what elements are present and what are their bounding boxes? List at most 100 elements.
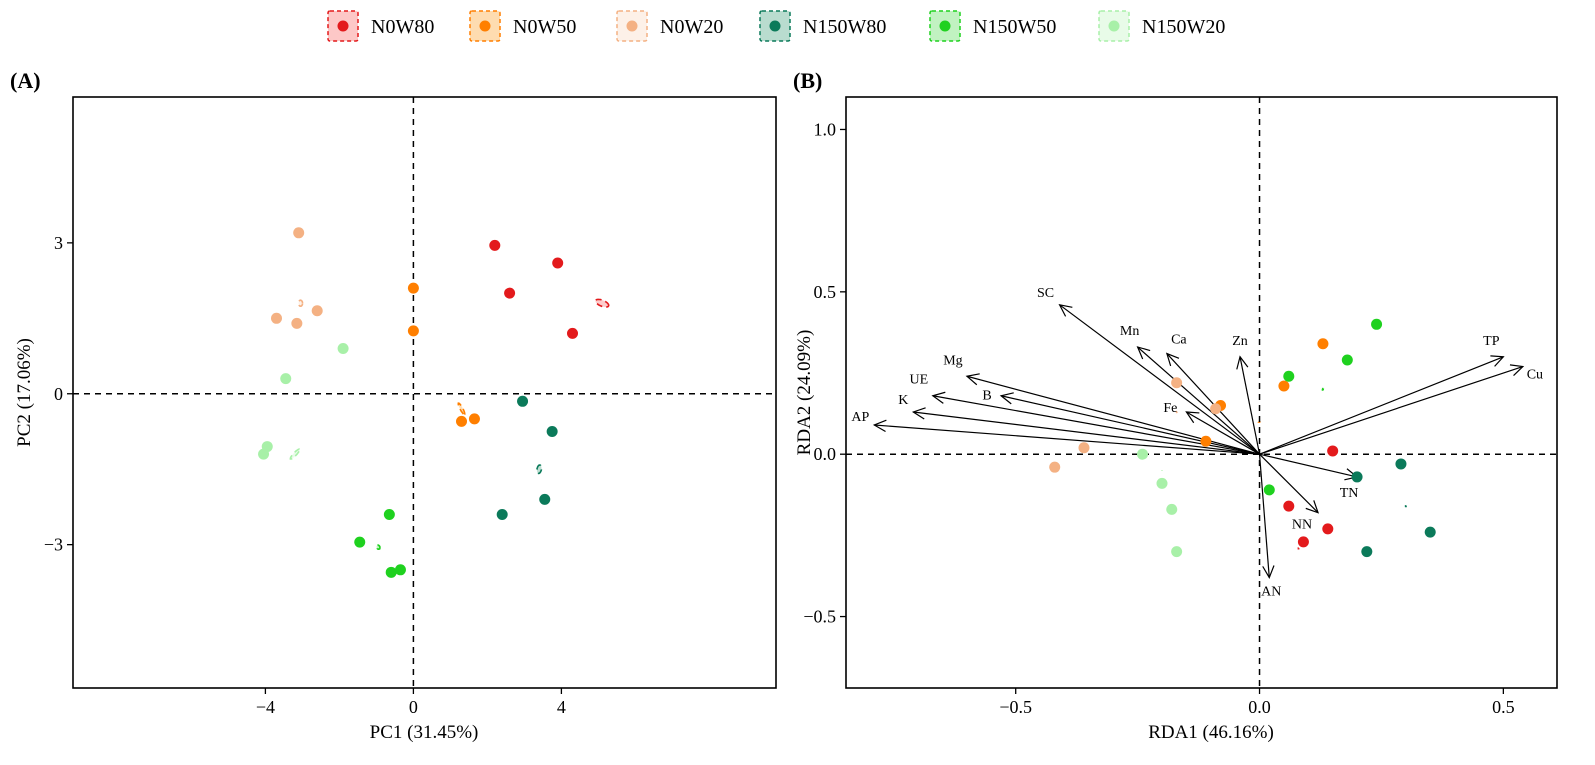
legend-item-n150w50: N150W50 xyxy=(929,10,1056,42)
vector-arrowhead xyxy=(911,407,926,420)
vector-shaft xyxy=(1259,356,1504,455)
point-n150w80 xyxy=(1395,458,1407,470)
y-tick-label: 1.0 xyxy=(814,119,837,139)
vector-arrowhead xyxy=(1509,364,1525,377)
vector-label: NN xyxy=(1292,518,1312,533)
point-n150w50 xyxy=(383,508,395,520)
vector-nn: NN xyxy=(1259,453,1320,533)
ellipse-n150w50 xyxy=(1321,387,1325,391)
point-n150w80 xyxy=(539,493,551,505)
point-n150w80 xyxy=(1424,526,1436,538)
point-n0w20 xyxy=(1210,403,1222,415)
ellipse-n150w20 xyxy=(289,448,301,460)
vector-cu: Cu xyxy=(1259,364,1543,455)
vector-shaft xyxy=(932,395,1260,455)
vector-arrowhead xyxy=(1185,411,1200,424)
ellipse-n150w80 xyxy=(536,464,543,475)
point-n0w20 xyxy=(1078,442,1090,454)
point-n150w20 xyxy=(1166,503,1178,515)
vector-arrowhead xyxy=(872,419,887,433)
y-tick-label: 0.5 xyxy=(814,282,837,302)
point-n150w20 xyxy=(258,448,270,460)
point-n0w50 xyxy=(407,325,419,337)
vector-label: TP xyxy=(1483,334,1500,349)
legend-key-dot xyxy=(769,20,781,32)
vector-shaft xyxy=(874,424,1260,455)
y-axis-title: RDA2 (24.09%) xyxy=(794,330,815,456)
point-n150w80 xyxy=(496,508,508,520)
legend-key-dot xyxy=(626,20,638,32)
point-n150w50 xyxy=(1263,484,1275,496)
vector-label: SC xyxy=(1037,286,1054,301)
legend-item-n0w50: N0W50 xyxy=(469,10,576,42)
point-n0w20 xyxy=(1171,377,1183,389)
panel-b-rda: (B) AP KUE Mg B SC Mn Ca Zn Fe TP Cu TN NN AN −0.5 0.0 0.… xyxy=(793,68,1558,743)
y-tick-label: −3 xyxy=(44,535,63,555)
vector-label: B xyxy=(982,389,991,404)
vector-label: Ca xyxy=(1171,333,1187,348)
vector-label: Cu xyxy=(1527,368,1543,383)
point-n0w50 xyxy=(1200,435,1212,447)
point-n150w50 xyxy=(385,566,397,578)
legend: N0W80 N0W50 N0W20 N150W80 N150W50 N150W20 xyxy=(327,10,1225,42)
point-n0w20 xyxy=(311,305,323,317)
point-n0w20 xyxy=(293,227,305,239)
legend-item-n150w80: N150W80 xyxy=(759,10,886,42)
ellipse-n0w20 xyxy=(1175,410,1179,414)
vector-shaft xyxy=(1258,454,1270,578)
vector-shaft xyxy=(1259,365,1524,455)
vector-mn: Mn xyxy=(1120,324,1260,455)
vector-shaft xyxy=(1137,346,1260,455)
y-tick-label: 3 xyxy=(54,233,63,253)
panel-label: (B) xyxy=(793,68,822,93)
vector-arrowhead xyxy=(999,392,1014,405)
point-n150w20 xyxy=(1171,546,1183,558)
vector-label: TN xyxy=(1340,486,1359,501)
vector-arrowhead xyxy=(1490,355,1505,367)
plot-area xyxy=(73,97,776,688)
legend-key-dot xyxy=(939,20,951,32)
x-tick-label: 0.0 xyxy=(1248,697,1271,717)
vector-label: K xyxy=(898,393,908,408)
vector-label: AN xyxy=(1261,585,1281,600)
point-n150w50 xyxy=(1341,354,1353,366)
plot-frame xyxy=(72,96,777,689)
plot-frame xyxy=(845,96,1558,689)
vector-shaft xyxy=(1186,411,1260,455)
vector-arrowhead xyxy=(965,373,980,386)
x-axis-title: RDA1 (46.16%) xyxy=(1148,722,1274,743)
vector-label: Mg xyxy=(943,353,962,368)
legend-key-dot xyxy=(337,20,349,32)
ellipse-n0w80 xyxy=(594,298,610,308)
panel-a-pca: (A) −4 0 4 −3 0 3 PC1 (31.45%) PC2 (17.06%) xyxy=(10,68,777,743)
vector-shaft xyxy=(1239,356,1261,455)
vector-label: UE xyxy=(909,373,928,388)
point-n0w20 xyxy=(291,317,303,329)
vector-shaft xyxy=(1059,304,1260,455)
vector-label: Mn xyxy=(1120,324,1139,339)
vector-tp: TP xyxy=(1259,334,1505,455)
point-n0w20 xyxy=(271,312,282,324)
legend-label: N150W20 xyxy=(1142,16,1225,38)
legend-key-dot xyxy=(479,20,491,32)
y-axis-title: PC2 (17.06%) xyxy=(14,338,35,447)
vector-fe: Fe xyxy=(1163,401,1260,455)
x-tick-label: 0.5 xyxy=(1492,697,1515,717)
point-n0w50 xyxy=(1317,338,1329,350)
panel-label: (A) xyxy=(10,68,41,93)
y-tick-label: −0.5 xyxy=(803,607,836,627)
point-n0w20 xyxy=(1049,461,1061,473)
point-n0w80 xyxy=(1322,523,1334,535)
legend-label: N150W80 xyxy=(803,16,886,38)
y-tick-label: 0 xyxy=(54,384,63,404)
legend-label: N0W50 xyxy=(513,16,576,38)
point-n0w50 xyxy=(407,282,419,294)
legend-key-dot xyxy=(1108,20,1120,32)
point-n150w80 xyxy=(1351,471,1363,483)
ellipse-n0w50 xyxy=(457,402,466,416)
point-n150w80 xyxy=(546,425,558,437)
point-n0w80 xyxy=(1297,536,1309,548)
point-n0w50 xyxy=(456,415,467,427)
point-n150w20 xyxy=(1136,448,1148,460)
point-n150w20 xyxy=(337,342,349,354)
